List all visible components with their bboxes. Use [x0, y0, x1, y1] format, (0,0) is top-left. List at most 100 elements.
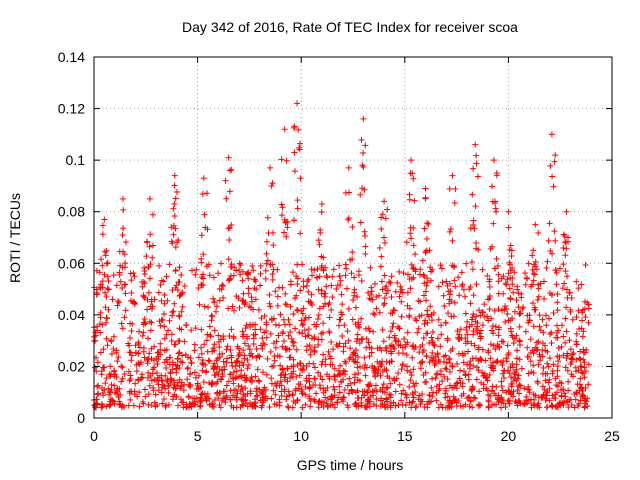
data-point: [355, 271, 362, 278]
data-point: [399, 361, 406, 368]
data-point: [323, 272, 330, 279]
data-point: [331, 373, 338, 380]
data-point: [310, 360, 317, 367]
data-point: [445, 310, 452, 317]
data-point: [193, 266, 200, 273]
data-point: [289, 391, 296, 398]
data-point: [446, 404, 453, 411]
data-point: [181, 282, 188, 289]
data-point: [560, 245, 567, 252]
data-point: [239, 396, 246, 403]
data-point: [534, 346, 541, 353]
data-point: [511, 269, 518, 276]
data-point: [344, 328, 351, 335]
data-point: [147, 327, 154, 334]
data-point: [331, 365, 338, 372]
data-point: [290, 342, 297, 349]
data-point: [463, 260, 470, 267]
data-point: [317, 229, 324, 236]
data-point: [422, 194, 429, 201]
data-point: [103, 335, 110, 342]
data-point: [354, 395, 361, 402]
data-point: [584, 395, 591, 402]
x-tick-label: 15: [397, 428, 413, 444]
data-point: [176, 292, 183, 299]
data-point: [424, 307, 431, 314]
data-point: [460, 286, 467, 293]
data-point: [258, 315, 265, 322]
data-point: [323, 283, 330, 290]
data-point: [226, 333, 233, 340]
data-point: [111, 400, 118, 407]
data-point: [500, 338, 507, 345]
data-point: [582, 368, 589, 375]
data-point: [528, 368, 535, 375]
data-point: [508, 389, 515, 396]
data-point: [176, 312, 183, 319]
data-point: [120, 195, 127, 202]
data-point: [287, 303, 294, 310]
data-point: [292, 385, 299, 392]
data-point: [361, 354, 368, 361]
data-point: [174, 286, 181, 293]
data-point: [380, 302, 387, 309]
data-point: [441, 373, 448, 380]
data-point: [259, 390, 266, 397]
data-point: [341, 386, 348, 393]
data-point: [253, 346, 260, 353]
data-point: [503, 355, 510, 362]
data-point: [491, 307, 498, 314]
data-point: [427, 277, 434, 284]
data-point: [384, 373, 391, 380]
data-point: [532, 392, 539, 399]
data-point: [517, 338, 524, 345]
data-point: [236, 362, 243, 369]
data-point: [362, 250, 369, 257]
data-point: [113, 349, 120, 356]
data-point: [231, 394, 238, 401]
data-point: [475, 246, 482, 253]
data-point: [132, 342, 139, 349]
data-point: [518, 365, 525, 372]
data-point: [192, 271, 199, 278]
data-point: [547, 331, 554, 338]
data-point: [315, 336, 322, 343]
data-point: [542, 377, 549, 384]
data-point: [253, 286, 260, 293]
data-point: [207, 332, 214, 339]
data-point: [454, 328, 461, 335]
data-point: [557, 399, 564, 406]
data-point: [113, 282, 120, 289]
data-point: [502, 404, 509, 411]
data-point: [477, 327, 484, 334]
data-point: [482, 375, 489, 382]
data-point: [238, 383, 245, 390]
data-point: [489, 359, 496, 366]
data-point: [365, 325, 372, 332]
data-point: [300, 278, 307, 285]
data-point: [455, 350, 462, 357]
data-point: [576, 381, 583, 388]
data-point: [438, 265, 445, 272]
data-point: [320, 351, 327, 358]
data-point: [565, 404, 572, 411]
data-point: [370, 310, 377, 317]
data-point: [470, 292, 477, 299]
data-point: [563, 328, 570, 335]
data-point: [544, 360, 551, 367]
data-point: [562, 339, 569, 346]
data-point: [505, 270, 512, 277]
data-point: [361, 228, 368, 235]
data-point: [446, 185, 453, 192]
data-point: [227, 347, 234, 354]
data-point: [206, 323, 213, 330]
data-point: [546, 385, 553, 392]
data-point: [94, 323, 101, 330]
data-point: [278, 156, 285, 163]
data-point: [252, 331, 259, 338]
data-point: [305, 276, 312, 283]
data-point: [221, 366, 228, 373]
data-point: [278, 212, 285, 219]
data-point: [141, 267, 148, 274]
